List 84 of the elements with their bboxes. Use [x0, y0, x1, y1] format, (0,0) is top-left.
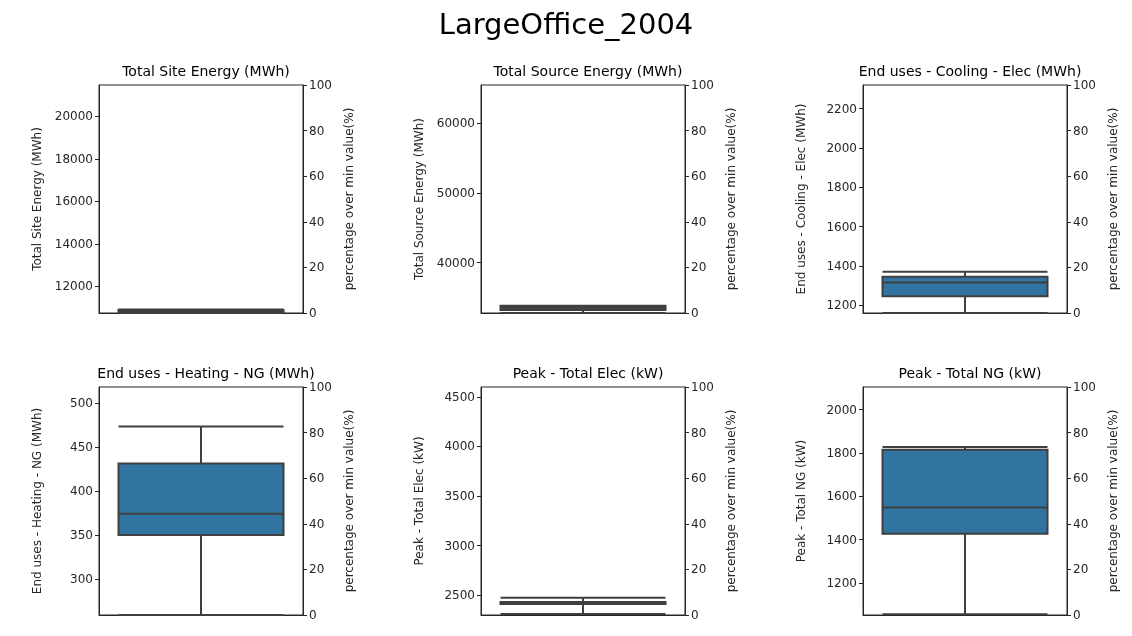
y2-tick-label: 80	[691, 123, 707, 138]
y-tick-label: 1400	[826, 258, 857, 273]
y2-axis-title: percentage over min value(%)	[341, 409, 356, 593]
y-tick-label: 500	[70, 395, 93, 410]
y-tick-label: 1800	[826, 445, 857, 460]
y-tick-label: 1600	[826, 219, 857, 234]
y2-tick-label: 100	[691, 78, 714, 92]
y2-axis-title: percentage over min value(%)	[1105, 107, 1120, 291]
y-tick-label: 12000	[54, 279, 93, 294]
y2-tick-label: 80	[309, 425, 325, 440]
y2-axis-title: percentage over min value(%)	[723, 107, 738, 291]
y2-tick-label: 100	[309, 380, 332, 394]
chart-title: End uses - Heating - NG (MWh)	[97, 365, 315, 381]
y2-tick-label: 20	[309, 260, 325, 275]
chart-title: End uses - Cooling - Elec (MWh)	[858, 63, 1082, 79]
y-tick-label: 2000	[826, 402, 857, 417]
y-tick-label: 350	[70, 527, 93, 542]
text: LargeOffice_2004	[438, 6, 694, 41]
y-axis-title: Total Source Energy (MWh)	[412, 118, 426, 281]
y2-tick-label: 80	[1073, 123, 1089, 138]
y-tick-label: 18000	[54, 151, 93, 166]
y-tick-label: 4000	[444, 439, 475, 454]
y2-tick-label: 40	[1073, 516, 1089, 531]
y-tick-label: 1600	[826, 489, 857, 504]
y2-axis-title: percentage over min value(%)	[1105, 409, 1120, 593]
y-tick-label: 1200	[826, 575, 857, 590]
y2-tick-label: 40	[691, 516, 707, 531]
y-tick-label: 20000	[54, 109, 93, 124]
y-tick-label: 2000	[826, 140, 857, 155]
y-tick-label: 16000	[54, 194, 93, 209]
y2-tick-label: 40	[1073, 214, 1089, 229]
y2-tick-label: 80	[309, 123, 325, 138]
y2-tick-label: 80	[1073, 425, 1089, 440]
y2-tick-label: 60	[691, 471, 707, 486]
y2-tick-label: 20	[1073, 562, 1089, 577]
y2-axis-title: percentage over min value(%)	[341, 107, 356, 291]
y2-tick-label: 0	[691, 608, 699, 622]
y2-tick-label: 0	[1073, 306, 1081, 320]
chart-title: Peak - Total Elec (kW)	[512, 365, 664, 381]
y2-tick-label: 100	[1073, 380, 1096, 394]
y2-tick-label: 40	[691, 214, 707, 229]
y2-tick-label: 100	[1073, 78, 1096, 92]
chart-title: Total Site Energy (MWh)	[121, 63, 290, 79]
y2-tick-label: 60	[309, 471, 325, 486]
y2-tick-label: 100	[309, 78, 332, 92]
y-tick-label: 1400	[826, 532, 857, 547]
y2-tick-label: 20	[691, 562, 707, 577]
y-tick-label: 14000	[54, 236, 93, 251]
y2-tick-label: 100	[691, 380, 714, 394]
y-axis-title: Peak - Total Elec (kW)	[412, 436, 426, 566]
y-axis-title: End uses - Cooling - Elec (MWh)	[794, 103, 808, 295]
chart-title: Peak - Total NG (kW)	[898, 365, 1042, 381]
y2-tick-label: 20	[309, 562, 325, 577]
y-tick-label: 50000	[436, 186, 475, 201]
y-tick-label: 4500	[444, 389, 475, 404]
y2-tick-label: 0	[691, 306, 699, 320]
y2-tick-label: 60	[309, 169, 325, 184]
y-tick-label: 2500	[444, 588, 475, 603]
y2-tick-label: 60	[691, 169, 707, 184]
y-tick-label: 40000	[436, 255, 475, 270]
y2-tick-label: 80	[691, 425, 707, 440]
y-tick-label: 1200	[826, 298, 857, 313]
chart-title: Total Source Energy (MWh)	[492, 63, 683, 79]
y2-tick-label: 60	[1073, 471, 1089, 486]
y2-tick-label: 20	[691, 260, 707, 275]
y-tick-label: 3500	[444, 489, 475, 504]
y-tick-label: 1800	[826, 180, 857, 195]
y-axis-title: End uses - Heating - NG (MWh)	[30, 407, 44, 595]
y2-tick-label: 40	[309, 214, 325, 229]
y-axis-title: Peak - Total NG (kW)	[794, 439, 808, 563]
y-tick-label: 450	[70, 439, 93, 454]
y2-tick-label: 40	[309, 516, 325, 531]
y2-tick-label: 0	[309, 608, 317, 622]
y-axis-title: Total Site Energy (MWh)	[30, 127, 44, 272]
y-tick-label: 300	[70, 571, 93, 586]
y-tick-label: 3000	[444, 538, 475, 553]
y-tick-label: 400	[70, 483, 93, 498]
y2-tick-label: 20	[1073, 260, 1089, 275]
y-tick-label: 2200	[826, 101, 857, 116]
y2-tick-label: 0	[1073, 608, 1081, 622]
y-tick-label: 60000	[436, 116, 475, 131]
y2-axis-title: percentage over min value(%)	[723, 409, 738, 593]
y2-tick-label: 0	[309, 306, 317, 320]
y2-tick-label: 60	[1073, 169, 1089, 184]
